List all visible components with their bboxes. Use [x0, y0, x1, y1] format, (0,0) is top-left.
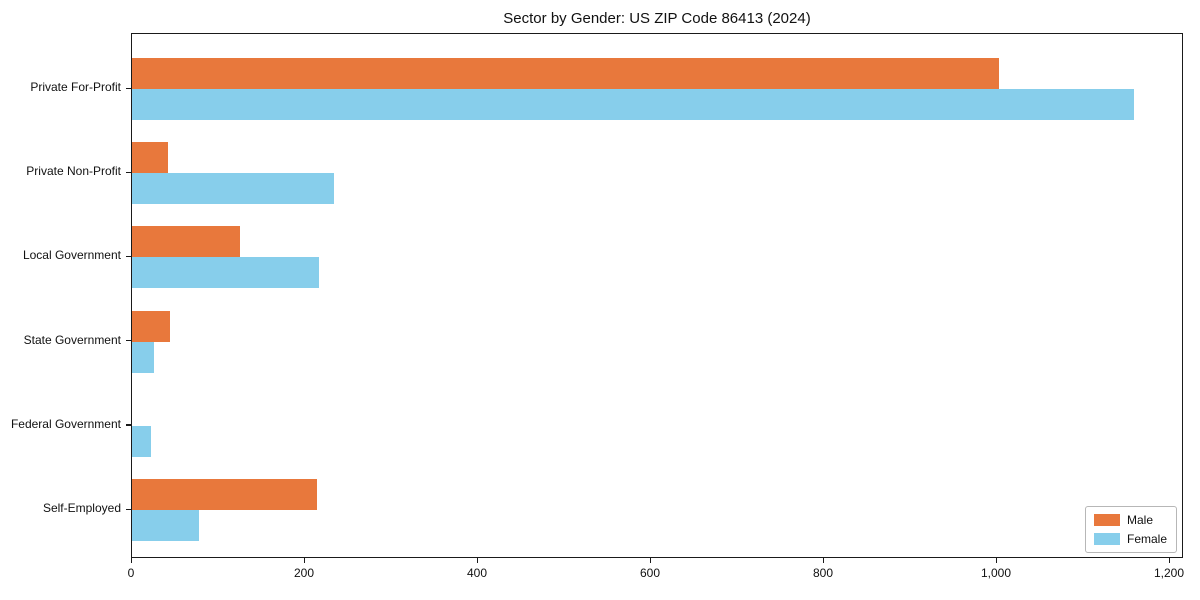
y-tick-mark [126, 508, 131, 510]
y-tick-mark [126, 424, 131, 426]
y-axis-label-private-for-profit: Private For-Profit [30, 80, 121, 94]
x-tick-label: 800 [812, 566, 834, 580]
x-tick-mark [476, 558, 478, 563]
plot-area [131, 33, 1183, 558]
x-tick-mark [822, 558, 824, 563]
y-tick-mark [126, 255, 131, 258]
bar-female-federal-government [132, 425, 152, 457]
bar-male-private-for-profit [132, 58, 999, 89]
bar-female-private-for-profit [132, 89, 1134, 120]
bar-female-private-non-profit [132, 173, 335, 205]
x-tick-mark [303, 558, 305, 563]
legend-swatch-male [1093, 514, 1120, 526]
legend-item-male: Male [1093, 513, 1167, 527]
legend-swatch-female [1093, 533, 1120, 545]
x-tick-label: 1,000 [980, 566, 1012, 580]
bar-female-local-government [132, 257, 319, 289]
bar-male-state-government [132, 310, 171, 342]
bar-female-state-government [132, 341, 154, 373]
legend-item-female: Female [1093, 532, 1167, 546]
x-tick-mark [1168, 558, 1170, 563]
y-axis-label-self-employed: Self-Employed [42, 501, 121, 515]
legend: Male Female [1084, 506, 1177, 553]
bar-male-self-employed [132, 479, 318, 510]
y-tick-mark [126, 340, 131, 342]
y-tick-mark [126, 87, 131, 89]
y-axis-label-federal-government: Federal Government [10, 416, 121, 431]
x-tick-label: 400 [466, 566, 488, 580]
x-tick-label: 1,200 [1153, 566, 1185, 580]
x-tick-label: 0 [127, 566, 135, 580]
bar-female-self-employed [132, 510, 200, 541]
x-tick-mark [995, 558, 997, 563]
y-tick-mark [126, 171, 131, 173]
x-tick-label: 600 [639, 566, 661, 580]
legend-label: Female [1126, 532, 1167, 546]
legend-label: Male [1126, 513, 1153, 527]
bar-male-private-non-profit [132, 142, 169, 174]
y-axis-label-private-non-profit: Private Non-Profit [26, 164, 121, 179]
chart-title: Sector by Gender: US ZIP Code 86413 (202… [503, 10, 811, 27]
y-axis-label-state-government: State Government [23, 332, 121, 347]
x-tick-mark [649, 558, 651, 563]
x-tick-label: 200 [293, 566, 315, 580]
y-axis-label-local-government: Local Government [22, 248, 121, 263]
bar-male-local-government [132, 226, 241, 258]
x-tick-mark [130, 558, 132, 563]
